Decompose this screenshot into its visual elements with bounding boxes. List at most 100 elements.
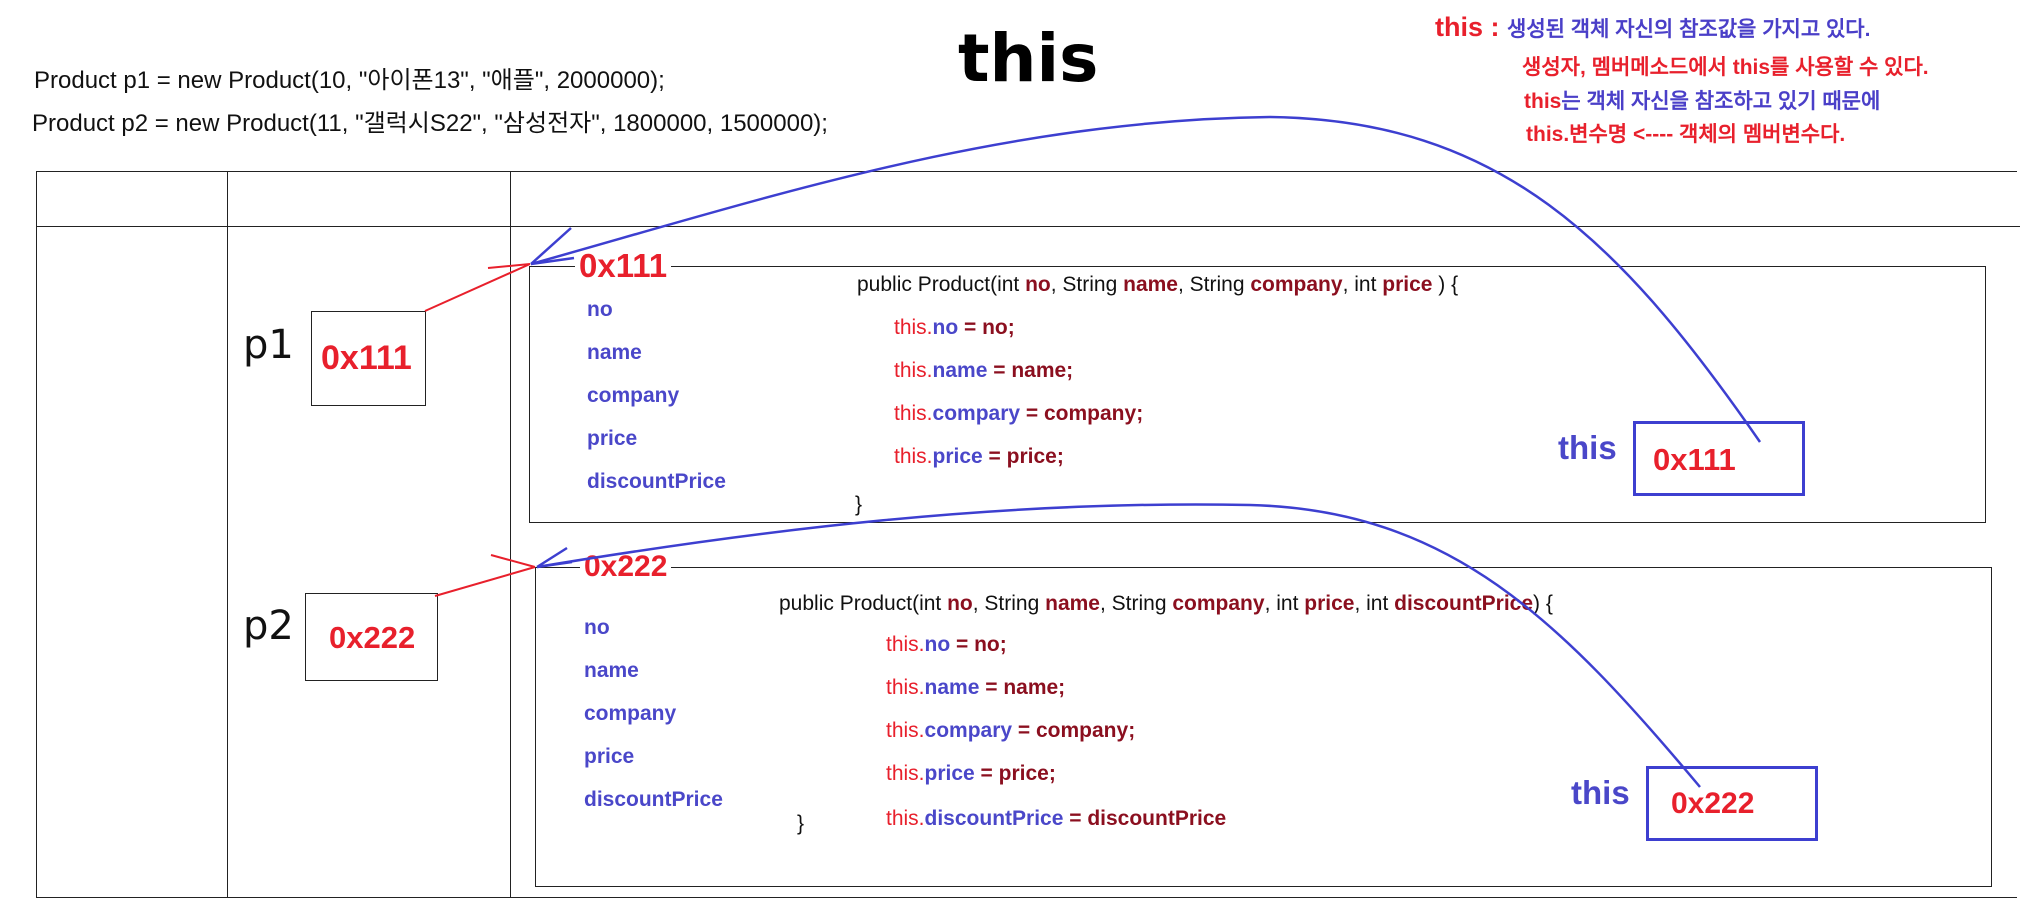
this-keyword: this.	[886, 676, 925, 699]
obj2-assign-name: this.name = name;	[886, 676, 1065, 700]
object-0x111-address: 0x111	[575, 247, 672, 285]
note-line-3: this는 객체 자신을 참조하고 있기 때문에	[1524, 85, 1880, 115]
assign-param: no;	[974, 633, 1007, 656]
sig-param-company: company	[1250, 273, 1343, 296]
note-line-3a: this	[1524, 90, 1562, 113]
obj2-field-no: no	[584, 616, 610, 639]
obj2-constructor-signature: public Product(int no, String name, Stri…	[779, 592, 1553, 616]
sig-sep: , String	[1099, 592, 1173, 615]
obj2-assign-discountprice: this.discountPrice = discountPrice	[886, 807, 1226, 831]
obj1-this-value: 0x111	[1653, 442, 1736, 477]
sig-sep: , String	[1050, 273, 1124, 296]
object-0x222-address: 0x222	[580, 550, 672, 584]
assign-field: compary	[924, 719, 1013, 742]
assign-op: =	[982, 445, 1007, 468]
assign-field: compary	[932, 402, 1021, 425]
code-line-p1: Product p1 = new Product(10, "아이폰13", "애…	[34, 67, 665, 94]
assign-param: discountPrice	[1087, 807, 1227, 830]
obj1-field-price: price	[587, 427, 638, 450]
this-keyword: this.	[886, 719, 925, 742]
obj2-field-name: name	[584, 659, 639, 682]
sig-sep: , String	[972, 592, 1046, 615]
obj1-field-no: no	[587, 298, 613, 321]
sig-sep: , String	[1177, 273, 1251, 296]
obj2-this-label: this	[1571, 774, 1630, 811]
sig-param-no: no	[947, 592, 973, 615]
sig-end: ) {	[1432, 273, 1459, 296]
assign-param: name;	[1011, 359, 1074, 382]
obj2-field-discountprice: discountPrice	[584, 788, 723, 811]
assign-field: price	[932, 445, 983, 468]
this-keyword: this.	[894, 445, 933, 468]
frame-header-divider	[36, 226, 2020, 227]
note-colon: :	[1483, 12, 1508, 42]
assign-op: =	[958, 316, 983, 339]
obj1-constructor-signature: public Product(int no, String name, Stri…	[857, 273, 1458, 297]
this-keyword: this.	[886, 633, 925, 656]
this-keyword: this.	[894, 316, 933, 339]
obj2-field-company: company	[584, 702, 677, 725]
assign-field: name	[924, 676, 980, 699]
page-title: this	[958, 20, 1099, 97]
obj2-constructor-close: }	[797, 812, 805, 835]
code-line-p2: Product p2 = new Product(11, "갤럭시S22", "…	[32, 110, 828, 137]
sig-param-discountprice: discountPrice	[1394, 592, 1534, 615]
obj1-constructor-close: }	[855, 493, 863, 516]
note-line-4: this.변수명 <---- 객체의 멤버변수다.	[1526, 123, 1846, 146]
sig-param-no: no	[1025, 273, 1051, 296]
var-p1-value: 0x111	[321, 339, 412, 377]
assign-op: =	[987, 359, 1012, 382]
sig-sep: , int	[1264, 592, 1305, 615]
sig-param-name: name	[1123, 273, 1178, 296]
assign-field: no	[932, 316, 959, 339]
this-keyword: this.	[894, 402, 933, 425]
obj2-this-box	[1646, 766, 1818, 841]
obj1-assign-price: this.price = price;	[894, 445, 1064, 469]
note-line-1: this : 생성된 객체 자신의 참조값을 가지고 있다.	[1435, 12, 1870, 43]
sig-sep: , int	[1342, 273, 1383, 296]
var-p1-label: p1	[243, 322, 294, 368]
this-keyword: this.	[886, 807, 925, 830]
obj1-assign-no: this.no = no;	[894, 316, 1015, 340]
assign-param: no;	[982, 316, 1015, 339]
note-line-1-text: 생성된 객체 자신의 참조값을 가지고 있다.	[1507, 18, 1871, 41]
frame-column-divider-2	[510, 171, 511, 897]
note-line-3b: 는 객체 자신을 참조하고 있기 때문에	[1561, 90, 1881, 113]
sig-param-name: name	[1045, 592, 1100, 615]
assign-op: =	[1020, 402, 1044, 425]
assign-op: =	[1012, 719, 1036, 742]
assign-op: =	[950, 633, 975, 656]
this-keyword: this.	[894, 359, 933, 382]
frame-column-divider-1	[227, 171, 228, 897]
assign-param: company;	[1036, 719, 1136, 742]
assign-param: price;	[998, 762, 1056, 785]
obj2-assign-no: this.no = no;	[886, 633, 1007, 657]
sig-param-price: price	[1382, 273, 1433, 296]
assign-op: =	[1063, 807, 1088, 830]
sig-param-price: price	[1304, 592, 1355, 615]
obj2-assign-company: this.compary = company;	[886, 719, 1135, 743]
assign-field: name	[932, 359, 988, 382]
obj2-this-value: 0x222	[1671, 787, 1755, 820]
obj1-field-name: name	[587, 341, 642, 364]
obj1-this-label: this	[1558, 429, 1617, 466]
assign-field: price	[924, 762, 975, 785]
sig-param-company: company	[1172, 592, 1265, 615]
sig-prefix: public Product(int	[857, 273, 1026, 296]
assign-op: =	[979, 676, 1004, 699]
this-keyword: this.	[886, 762, 925, 785]
assign-field: no	[924, 633, 951, 656]
var-p2-label: p2	[243, 603, 294, 649]
note-line-2b: this	[1732, 56, 1771, 79]
obj1-assign-name: this.name = name;	[894, 359, 1073, 383]
note-line-2c: 를 사용할 수 있다.	[1770, 56, 1929, 79]
assign-field: discountPrice	[924, 807, 1064, 830]
assign-param: name;	[1003, 676, 1066, 699]
sig-prefix: public Product(int	[779, 592, 948, 615]
assign-op: =	[974, 762, 999, 785]
note-this-keyword: this	[1435, 12, 1484, 42]
obj1-field-company: company	[587, 384, 680, 407]
sig-end: ) {	[1533, 592, 1553, 615]
note-line-2: 생성자, 멤버메소드에서 this를 사용할 수 있다.	[1522, 51, 1929, 81]
var-p1-box	[311, 311, 426, 406]
